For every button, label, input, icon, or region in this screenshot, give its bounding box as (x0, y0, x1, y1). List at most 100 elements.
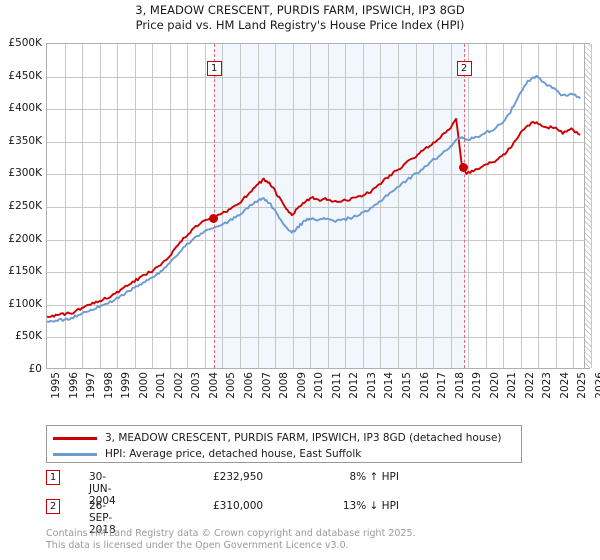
x-tick-label: 1998 (102, 372, 115, 399)
gridline-vertical (380, 44, 381, 368)
y-tick-label: £100K (8, 297, 42, 310)
gridline-vertical (65, 44, 66, 368)
gridline-horizontal (47, 272, 589, 273)
sale-marker-badge-1[interactable]: 1 (206, 61, 222, 76)
sale-marker-line (463, 44, 465, 368)
gridline-horizontal (47, 109, 589, 110)
attribution-footer: Contains HM Land Registry data © Crown c… (46, 528, 586, 551)
gridline-vertical (591, 44, 592, 368)
x-tick-label: 2018 (453, 372, 466, 399)
legend-color-swatch (53, 437, 97, 440)
shaded-region (213, 44, 464, 368)
gridline-vertical (416, 44, 417, 368)
sale-price-dot-2 (459, 163, 469, 173)
chart-legend: 3, MEADOW CRESCENT, PURDIS FARM, IPSWICH… (46, 425, 522, 463)
y-tick-label: £350K (8, 134, 42, 147)
gridline-vertical (503, 44, 504, 368)
chart-series-svg (47, 74, 581, 323)
y-tick-label: £50K (15, 330, 42, 343)
x-tick-label: 2002 (172, 372, 185, 399)
x-tick-label: 1999 (120, 372, 133, 399)
x-tick-label: 2005 (225, 372, 238, 399)
gridline-vertical (205, 44, 206, 368)
x-tick-label: 2010 (313, 372, 326, 399)
page-title: 3, MEADOW CRESCENT, PURDIS FARM, IPSWICH… (0, 3, 600, 33)
x-tick-label: 2025 (576, 372, 589, 399)
gridline-horizontal (47, 207, 589, 208)
legend-label: HPI: Average price, detached house, East… (105, 448, 362, 460)
sale-row-hpi-delta: 13% ↓ HPI (342, 500, 399, 512)
gridline-vertical (240, 44, 241, 368)
sale-price-dot-1 (209, 213, 219, 223)
x-tick-label: 2007 (260, 372, 273, 399)
title-line-2: Price paid vs. HM Land Registry's House … (135, 18, 465, 32)
gridline-vertical (170, 44, 171, 368)
gridline-horizontal (47, 305, 589, 306)
sale-row-price: £310,000 (213, 500, 264, 512)
gridline-vertical (117, 44, 118, 368)
x-tick-label: 2023 (541, 372, 554, 399)
x-tick-label: 2013 (365, 372, 378, 399)
x-tick-label: 2020 (488, 372, 501, 399)
y-tick-label: £0 (28, 363, 42, 375)
gridline-vertical (328, 44, 329, 368)
sale-row-date: 30-JUN-2004 (89, 471, 116, 507)
gridline-vertical (521, 44, 522, 368)
legend-color-swatch (53, 453, 97, 456)
chart-gridlines (47, 44, 592, 368)
x-tick-label: 2006 (243, 372, 256, 399)
gridline-vertical (187, 44, 188, 368)
x-axis-tick-labels: 1995 1996 1997 1998 1999 2000 2001 2002 2003 2004… (0, 369, 600, 415)
x-tick-label: 2011 (330, 372, 343, 399)
series-line-hpi (47, 74, 581, 323)
ownership-shaded-band (47, 44, 589, 368)
hatched-region (583, 44, 591, 368)
x-tick-label: 2014 (383, 372, 396, 399)
gridline-vertical (345, 44, 346, 368)
y-tick-label: £450K (8, 69, 42, 82)
gridline-horizontal (47, 174, 589, 175)
sale-row-date: 26-SEP-2018 (89, 500, 116, 536)
series-line-property (47, 117, 581, 318)
x-tick-label: 2009 (295, 372, 308, 399)
x-tick-label: 2003 (190, 372, 203, 399)
x-tick-label: 2008 (278, 372, 291, 399)
x-tick-label: 2019 (471, 372, 484, 399)
y-axis-tick-labels: £0 £50K £100K £150K £200K £250K £300K £350K £400… (0, 0, 44, 560)
gridline-vertical (100, 44, 101, 368)
x-tick-label: 2022 (523, 372, 536, 399)
x-tick-label: 1997 (85, 372, 98, 399)
gridline-vertical (258, 44, 259, 368)
gridline-vertical (451, 44, 452, 368)
gridline-vertical (222, 44, 223, 368)
sale-marker-badge-2[interactable]: 2 (456, 61, 472, 76)
x-tick-label: 2017 (436, 372, 449, 399)
y-tick-label: £500K (8, 37, 42, 49)
y-tick-label: £250K (8, 200, 42, 212)
gridline-vertical (82, 44, 83, 368)
x-tick-label: 2004 (207, 372, 220, 399)
y-tick-label: £400K (8, 102, 42, 115)
x-tick-label: 2012 (348, 372, 361, 399)
gridline-vertical (363, 44, 364, 368)
x-tick-label: 2000 (137, 372, 150, 399)
gridline-vertical (433, 44, 434, 368)
gridline-horizontal (47, 337, 589, 338)
gridline-vertical (275, 44, 276, 368)
y-tick-label: £300K (8, 167, 42, 180)
x-tick-label: 2016 (418, 372, 431, 399)
x-tick-label: 1996 (67, 372, 80, 399)
gridline-vertical (538, 44, 539, 368)
gridline-vertical (135, 44, 136, 368)
x-tick-label: 2015 (400, 372, 413, 399)
legend-label: 3, MEADOW CRESCENT, PURDIS FARM, IPSWICH… (105, 432, 502, 444)
gridline-vertical (152, 44, 153, 368)
gridline-horizontal (47, 142, 589, 143)
sale-row-price: £232,950 (213, 471, 264, 483)
gridline-vertical (556, 44, 557, 368)
sale-row-badge: 1 (46, 470, 60, 485)
gridline-vertical (573, 44, 574, 368)
gridline-horizontal (47, 240, 589, 241)
